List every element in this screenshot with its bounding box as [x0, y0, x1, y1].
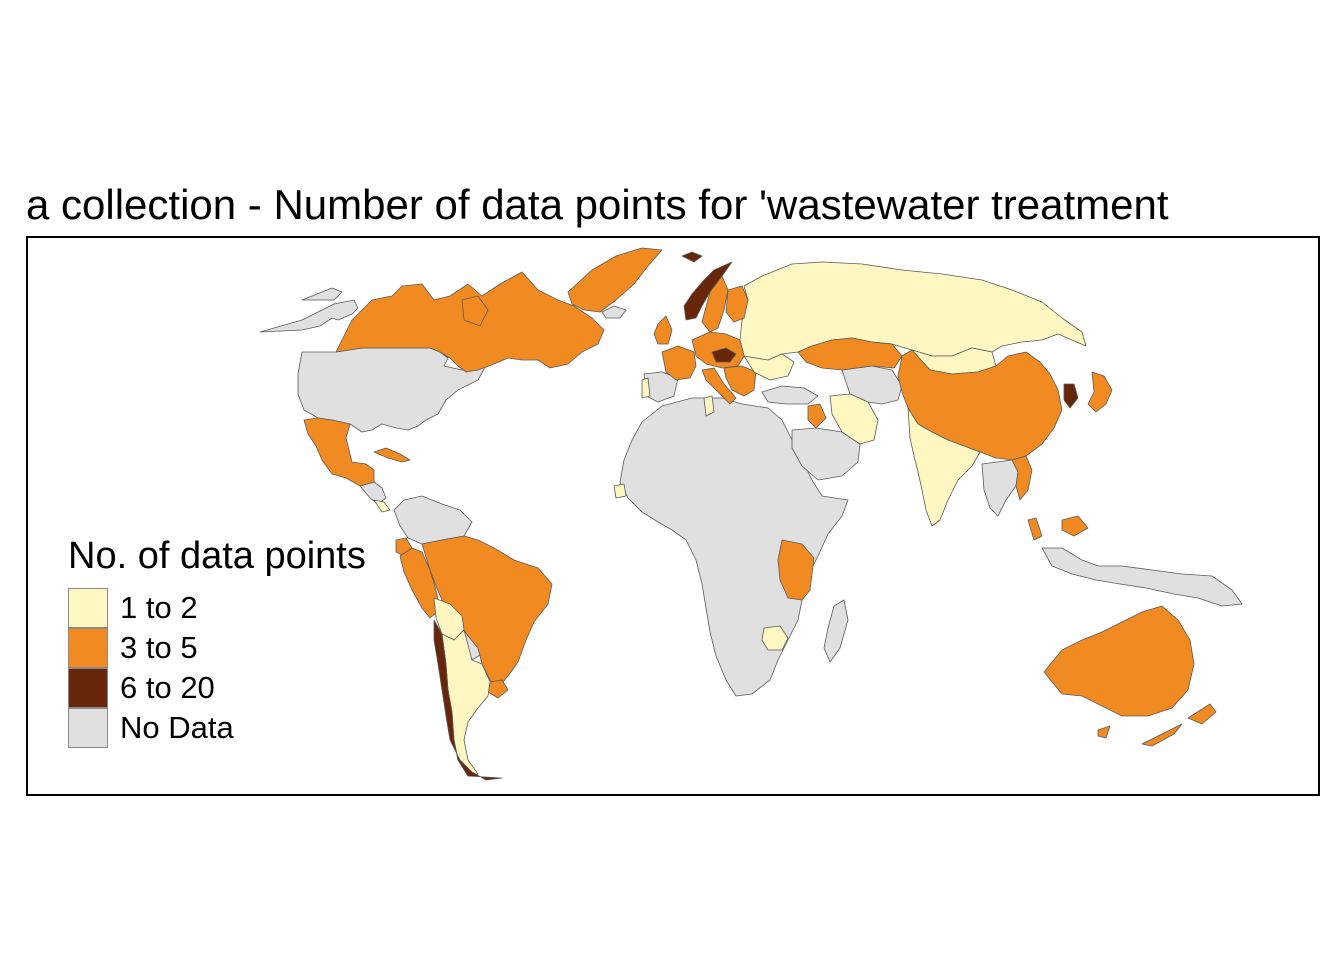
region-iceland	[601, 305, 627, 319]
region-sweden	[701, 275, 729, 333]
region-southeast-asia	[981, 459, 1019, 517]
world-map	[259, 247, 1243, 781]
region-malaysia	[1027, 515, 1089, 541]
legend-item-3: 6 to 20	[68, 668, 366, 708]
region-iran	[829, 393, 879, 445]
legend: No. of data points 1 to 2 3 to 5 6 to 20…	[68, 534, 366, 748]
region-united-kingdom	[653, 315, 673, 345]
region-france	[661, 345, 697, 381]
region-turkey	[761, 385, 819, 405]
region-greenland	[567, 247, 663, 313]
region-alaska	[259, 287, 359, 333]
region-new-zealand	[1097, 703, 1217, 747]
legend-item-1: 1 to 2	[68, 588, 366, 628]
region-svalbard	[681, 251, 703, 263]
region-ghana	[613, 483, 627, 499]
region-vietnam	[1011, 455, 1033, 501]
region-colombia-and-venezuela	[393, 495, 473, 545]
region-canada	[335, 271, 605, 373]
legend-label-2: 3 to 5	[120, 630, 198, 665]
region-israel-and-lebanon	[807, 403, 827, 429]
map-title: a collection - Number of data points for…	[26, 181, 1169, 228]
region-czechia	[711, 347, 737, 363]
region-madagascar	[823, 599, 849, 663]
legend-swatch-4	[68, 708, 108, 748]
legend-swatch-2	[68, 628, 108, 668]
region-italy	[701, 367, 737, 405]
region-ukraine	[743, 353, 795, 381]
region-portugal	[641, 377, 651, 399]
region-russia	[739, 261, 1087, 363]
region-zimbabwe	[761, 625, 789, 651]
region-tanzania	[777, 539, 815, 601]
legend-label-3: 6 to 20	[120, 670, 215, 705]
region-norway	[683, 261, 733, 321]
region-japan	[1087, 371, 1113, 413]
region-india	[907, 407, 981, 527]
legend-label-1: 1 to 2	[120, 590, 198, 625]
legend-title: No. of data points	[68, 535, 366, 577]
legend-label-4: No Data	[120, 710, 234, 745]
region-tunisia	[703, 395, 715, 417]
map-frame: No. of data points 1 to 2 3 to 5 6 to 20…	[26, 236, 1320, 796]
region-indonesia	[1041, 547, 1243, 607]
legend-swatch-3	[68, 668, 108, 708]
region-mexico	[303, 417, 375, 487]
region-cuba	[373, 447, 411, 463]
region-africa	[619, 397, 849, 697]
legend-swatch-1	[68, 588, 108, 628]
region-balkans	[723, 365, 757, 397]
region-costa-rica	[373, 499, 391, 513]
region-australia	[1043, 605, 1195, 717]
legend-item-2: 3 to 5	[68, 628, 366, 668]
region-chile	[433, 619, 503, 781]
region-saudi-arabia-and-gulf	[791, 427, 861, 481]
region-finland	[725, 285, 749, 323]
legend-item-4: No Data	[68, 708, 366, 748]
region-uruguay	[487, 679, 509, 699]
region-south-korea	[1063, 383, 1079, 409]
